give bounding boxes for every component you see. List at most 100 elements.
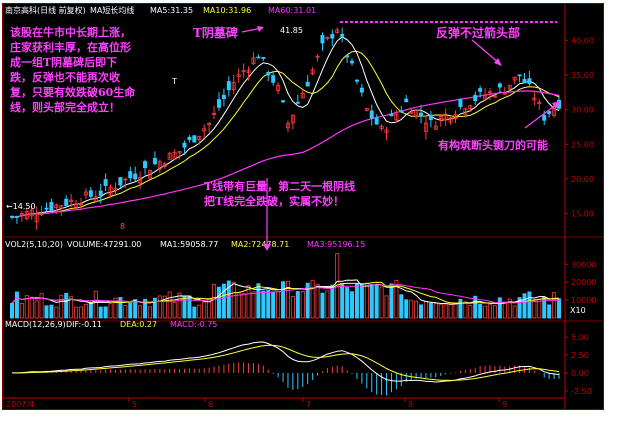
x-axis-label: 8 bbox=[408, 400, 413, 409]
volume-bar bbox=[552, 292, 557, 319]
ma5-label: MA5:31.35 bbox=[150, 6, 193, 15]
volume-bar bbox=[285, 280, 290, 319]
left-note-line-5: 复，只要有效跌破60生命 bbox=[9, 85, 136, 99]
volume-bar bbox=[14, 291, 19, 319]
candle-body bbox=[310, 69, 315, 75]
event-marker: 8 bbox=[120, 222, 125, 231]
volume-bar bbox=[276, 291, 281, 319]
volume-bar bbox=[443, 304, 448, 319]
vol-ma3-label: MA3:95196.15 bbox=[307, 240, 365, 249]
volume-bar bbox=[345, 287, 350, 319]
volume-bar bbox=[488, 304, 493, 319]
rebound-arrow bbox=[471, 39, 500, 64]
volume-bar bbox=[231, 281, 236, 319]
candle-body bbox=[88, 190, 93, 197]
candle-body bbox=[478, 88, 483, 92]
volume-bar bbox=[478, 304, 483, 319]
volume-bar bbox=[290, 296, 295, 319]
vol-volume-label: VOLUME:47291.00 bbox=[67, 240, 141, 249]
volume-bar bbox=[123, 304, 128, 319]
volume-bar bbox=[359, 284, 364, 319]
candle-body bbox=[187, 136, 192, 141]
candle-body bbox=[34, 213, 39, 223]
indicator-name: MA短长均线 bbox=[90, 5, 134, 15]
candle-body bbox=[69, 199, 74, 203]
volume-bar bbox=[9, 302, 14, 319]
candle-body bbox=[374, 117, 379, 125]
vol-tick-label: 10000 bbox=[571, 296, 596, 305]
volume-bar bbox=[167, 291, 172, 319]
volume-bar bbox=[19, 302, 24, 319]
t-line-marker: T bbox=[171, 77, 177, 86]
volume-bar bbox=[463, 301, 468, 319]
candle-body bbox=[453, 114, 458, 120]
candle-body bbox=[290, 114, 295, 124]
volume-bar bbox=[34, 300, 39, 319]
candle-body bbox=[463, 108, 468, 116]
candle-body bbox=[281, 100, 286, 103]
macd-value-label: MACD:-0.75 bbox=[170, 320, 217, 329]
t-line-arrow-head bbox=[263, 244, 271, 251]
candle-body bbox=[216, 99, 221, 108]
candle-body bbox=[236, 74, 241, 77]
volume-bar bbox=[103, 306, 108, 319]
candle-body bbox=[59, 205, 64, 209]
x-axis-label: 2007/4 bbox=[6, 400, 34, 409]
volume-bar bbox=[414, 300, 419, 319]
candle-body bbox=[167, 152, 172, 160]
price-tick-label: 25.00 bbox=[571, 140, 594, 149]
candle-body bbox=[152, 157, 157, 165]
volume-bar bbox=[241, 293, 246, 319]
candle-body bbox=[128, 171, 133, 179]
candle-body bbox=[369, 110, 374, 119]
candle-body bbox=[473, 94, 478, 102]
volume-bar bbox=[59, 294, 64, 319]
volume-bar bbox=[517, 297, 522, 319]
candle-body bbox=[443, 113, 448, 121]
candle-body bbox=[54, 204, 59, 209]
volume-bar bbox=[147, 306, 152, 319]
vol-tick-label: 30000 bbox=[571, 260, 596, 269]
candle-body bbox=[537, 101, 542, 104]
candle-body bbox=[285, 123, 290, 129]
volume-bar bbox=[389, 283, 394, 319]
volume-bar bbox=[157, 295, 162, 319]
ma5-line bbox=[11, 36, 560, 218]
volume-bar bbox=[527, 291, 532, 319]
candle-body bbox=[143, 161, 148, 169]
volume-bar bbox=[473, 295, 478, 319]
volume-bar bbox=[458, 298, 463, 319]
candle-body bbox=[123, 178, 128, 181]
candle-body bbox=[492, 95, 497, 98]
volume-bar bbox=[468, 305, 473, 319]
volume-bar bbox=[354, 283, 359, 319]
volume-bar bbox=[256, 283, 261, 319]
volume-bar bbox=[118, 297, 123, 319]
macd-header: MACD(12,26,9) bbox=[5, 320, 66, 329]
macd-tick-label: -2.50 bbox=[571, 387, 592, 396]
candle-body bbox=[552, 108, 557, 116]
candle-body bbox=[78, 203, 83, 206]
volume-bar bbox=[423, 301, 428, 319]
volume-bar bbox=[404, 299, 409, 319]
candle-body bbox=[497, 83, 502, 88]
left-note-line-1: 该股在牛市中长期上涨， bbox=[10, 25, 131, 39]
volume-bar bbox=[69, 296, 74, 319]
candle-body bbox=[399, 110, 404, 113]
price-tick-label: 20.00 bbox=[571, 175, 594, 184]
vol-unit: X10 bbox=[570, 306, 586, 315]
x-axis-label: 6 bbox=[208, 400, 213, 409]
volume-bar bbox=[83, 303, 88, 319]
volume-bar bbox=[271, 292, 276, 319]
candle-body bbox=[241, 70, 246, 73]
volume-bar bbox=[547, 304, 552, 319]
price-tick-label: 40.00 bbox=[571, 36, 594, 45]
candle-body bbox=[74, 203, 79, 209]
rebound-note: 反弹不过箭头部 bbox=[436, 25, 520, 40]
macd-dea-label: DEA:0.27 bbox=[120, 320, 157, 329]
macd-tick-label: 2.50 bbox=[571, 351, 589, 360]
candle-body bbox=[177, 151, 182, 154]
stock-name: 南京高科(日线 前复权) bbox=[5, 5, 86, 15]
